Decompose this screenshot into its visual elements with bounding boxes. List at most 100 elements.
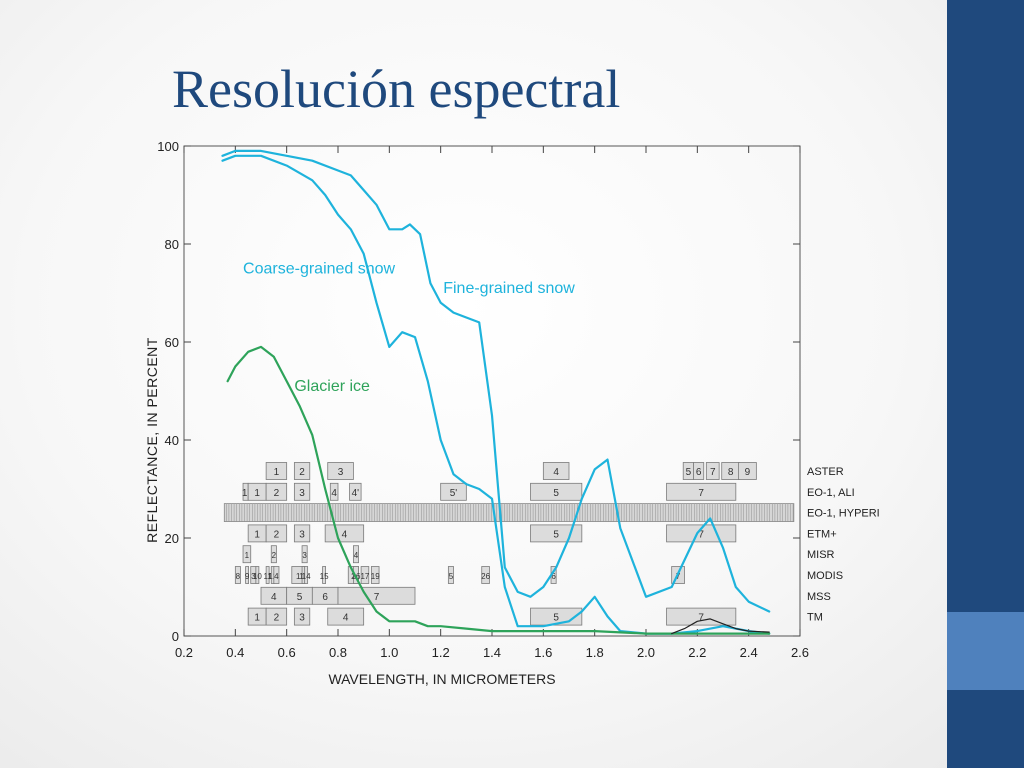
sensor-band-box bbox=[705, 462, 720, 480]
sensor-band-label: 3 bbox=[299, 488, 305, 499]
sensor-band-label: 19 bbox=[371, 572, 380, 581]
sensor-band-box bbox=[349, 482, 362, 501]
sensor-name-label: EO-1, ALI bbox=[807, 487, 855, 499]
sensor-band-label: 2 bbox=[274, 529, 280, 540]
sensor-band-box bbox=[265, 524, 288, 543]
y-axis-label: REFLECTANCE, IN PERCENT bbox=[144, 337, 160, 543]
sensor-band-label: 8 bbox=[728, 467, 734, 478]
sensor-band-box bbox=[265, 462, 288, 480]
sensor-band-label: 4' bbox=[352, 488, 360, 499]
y-tick-label: 100 bbox=[157, 139, 179, 154]
sensor-band-label: 5 bbox=[553, 613, 559, 624]
sensor-band-label: 26 bbox=[481, 572, 490, 581]
sensor-band-box bbox=[245, 566, 249, 584]
sensor-band-box bbox=[360, 566, 370, 584]
sensor-band-label: 4 bbox=[342, 529, 348, 540]
x-tick-label: 1.8 bbox=[586, 645, 604, 660]
sensor-band-label: 9 bbox=[245, 572, 250, 581]
sensor-name-label: ETM+ bbox=[807, 528, 837, 540]
sensor-band-label: 8 bbox=[236, 572, 241, 581]
sensor-band-label: 1 bbox=[254, 488, 260, 499]
y-tick-label: 40 bbox=[165, 433, 179, 448]
sensor-bands: 1 2 3 4 5 6 7 8 91' 1 2 3 4 4' 5' 5 71 2 3 4 5 71 2 3 48 9 310 1112… bbox=[223, 462, 795, 626]
sensor-band-box bbox=[293, 524, 311, 543]
x-tick-label: 2.6 bbox=[791, 645, 809, 660]
x-tick-label: 1.2 bbox=[432, 645, 450, 660]
sensor-band-label: 7 bbox=[374, 592, 380, 603]
x-tick-label: 1.6 bbox=[534, 645, 552, 660]
sensor-band-label: 7 bbox=[698, 488, 704, 499]
sensor-band-label: 3 bbox=[251, 572, 256, 581]
sensor-name-label: MODIS bbox=[807, 570, 843, 582]
sensor-band-box bbox=[270, 545, 277, 564]
sensor-band-label: 1' bbox=[242, 488, 250, 499]
sensor-band-box bbox=[327, 462, 354, 480]
sensor-band-box bbox=[293, 462, 311, 480]
sensor-band-box bbox=[322, 566, 327, 584]
sensor-band-label: 13 bbox=[299, 572, 308, 581]
x-tick-label: 0.6 bbox=[278, 645, 296, 660]
sensor-band-box bbox=[440, 482, 467, 501]
sensor-name-label: ASTER bbox=[807, 466, 844, 478]
sensor-band-label: 12 bbox=[268, 572, 277, 581]
sensor-band-label: 7 bbox=[698, 529, 704, 540]
sensor-band-label: 4 bbox=[343, 613, 349, 624]
x-tick-label: 1.4 bbox=[483, 645, 501, 660]
sensor-band-box bbox=[447, 566, 454, 584]
aux-series-line bbox=[671, 618, 770, 635]
sensor-band-label: 6 bbox=[551, 572, 556, 581]
sensor-band-box bbox=[666, 607, 737, 626]
sensor-name-label: EO-1, HYPERION bbox=[807, 508, 880, 520]
sensor-band-label: 17 bbox=[360, 572, 369, 581]
sensor-band-box bbox=[481, 566, 490, 584]
sensor-band-label: 3 bbox=[338, 467, 344, 478]
series-annotation: Glacier ice bbox=[294, 378, 370, 395]
sensor-band-box bbox=[265, 607, 288, 626]
sensor-band-label: 2 bbox=[272, 551, 277, 560]
sensor-band-box bbox=[327, 607, 365, 626]
sensor-band-label: 1 bbox=[296, 572, 301, 581]
sensor-band-box bbox=[352, 545, 359, 564]
sensor-band-label: 4 bbox=[354, 551, 359, 560]
x-tick-label: 0.8 bbox=[329, 645, 347, 660]
y-tick-label: 0 bbox=[172, 629, 179, 644]
sensor-band-label: 10 bbox=[253, 572, 262, 581]
sensor-name-label: MISR bbox=[807, 549, 835, 561]
sensor-band-label: 2 bbox=[274, 488, 280, 499]
sensor-band-label: 2 bbox=[274, 613, 280, 624]
sensor-band-label: 4 bbox=[331, 488, 337, 499]
sensor-band-box bbox=[337, 586, 416, 605]
x-axis-label: WAVELENGTH, IN MICROMETERS bbox=[328, 671, 555, 687]
reflectance-chart: 0.2 0.4 0.6 0.8 1.0 1.2 1.4 1.6 1.8 2.0 2.2 2.4 2.6 0… bbox=[144, 139, 880, 687]
sensor-band-box bbox=[265, 482, 288, 501]
sensor-band-box bbox=[265, 566, 270, 584]
sensor-band-label: 11 bbox=[263, 572, 272, 581]
sensor-band-label: 6 bbox=[322, 592, 328, 603]
sensor-band-label: 2 bbox=[299, 467, 305, 478]
x-tick-label: 2.2 bbox=[688, 645, 706, 660]
sensor-band-label: 9 bbox=[745, 467, 751, 478]
sensor-band-box bbox=[255, 566, 260, 584]
sensor-band-box bbox=[693, 462, 705, 480]
sensor-band-box bbox=[304, 566, 309, 584]
sensor-band-box bbox=[242, 545, 252, 564]
sensor-band-label: 14 bbox=[302, 572, 311, 581]
sensor-band-box bbox=[293, 482, 311, 501]
sensor-band-label: 4 bbox=[271, 592, 277, 603]
sensor-band-box bbox=[293, 607, 311, 626]
sensor-band-box bbox=[370, 566, 380, 584]
y-tick-label: 80 bbox=[165, 237, 179, 252]
sensor-band-label: 7 bbox=[676, 572, 681, 581]
sensor-band-label: 5 bbox=[553, 488, 559, 499]
sensor-band-label: 5 bbox=[553, 529, 559, 540]
sensor-band-label: 3 bbox=[299, 613, 305, 624]
sensor-band-box bbox=[301, 545, 308, 564]
sensor-band-box bbox=[738, 462, 757, 480]
series-line bbox=[226, 345, 771, 635]
sensor-band-label: 4 bbox=[553, 467, 559, 478]
x-tick-label: 0.4 bbox=[226, 645, 244, 660]
sensor-band-label: 15 bbox=[320, 572, 329, 581]
sensor-band-box bbox=[542, 462, 570, 480]
sensor-band-label: 6 bbox=[696, 467, 702, 478]
sensor-band-label: 5 bbox=[686, 467, 692, 478]
